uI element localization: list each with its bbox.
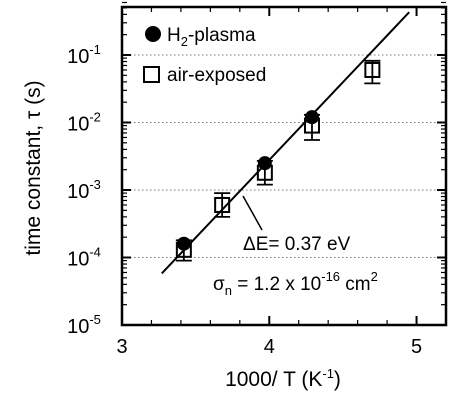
legend-label-air-exposed: air-exposed xyxy=(167,65,266,86)
x-tick-label: 3 xyxy=(116,336,127,358)
y-tick-base: 10 xyxy=(67,249,89,271)
y-tick-exponent: -2 xyxy=(89,110,101,125)
y-tick-exponent: -4 xyxy=(89,245,101,260)
y-tick-exponent: -3 xyxy=(89,177,101,192)
y-tick-label: 10-4 xyxy=(67,245,101,271)
y-axis-label: time constant, τ (s) xyxy=(22,80,45,255)
y-tick-base: 10 xyxy=(67,181,89,203)
data-point-air-exposed xyxy=(214,196,231,213)
legend-marker-h2-plasma xyxy=(145,26,161,42)
plot-frame xyxy=(120,5,448,327)
fit-line-group xyxy=(161,11,410,275)
y-tick-exponent: -5 xyxy=(89,312,101,327)
x-tick-label: 4 xyxy=(264,336,275,358)
annotation-capture-cross-section: σn = 1.2 x 10-16 cm2 xyxy=(213,269,378,298)
x-tick-label: 5 xyxy=(411,336,422,358)
data-marks xyxy=(175,59,381,262)
y-tick-base: 10 xyxy=(67,46,89,68)
fit-line xyxy=(161,11,410,275)
y-tick-base: 10 xyxy=(67,316,89,338)
data-point-air-exposed xyxy=(175,241,192,258)
y-tick-label: 10-3 xyxy=(67,177,101,203)
y-tick-label: 10-5 xyxy=(67,312,101,338)
data-point-air-exposed xyxy=(303,117,320,134)
legend: H2-plasma air-exposed xyxy=(143,25,266,86)
y-tick-exponent: -1 xyxy=(89,42,101,57)
y-tick-base: 10 xyxy=(67,114,89,136)
data-point-air-exposed xyxy=(256,164,273,181)
legend-label-h2-plasma: H2-plasma xyxy=(167,25,256,49)
axis-ticks: 10-110-210-310-410-53 4 5 xyxy=(67,1,446,358)
annotation-activation-energy: ΔE= 0.37 eV xyxy=(243,234,351,255)
y-tick-label: 10-1 xyxy=(67,42,101,68)
annotation-pointer xyxy=(242,195,263,231)
legend-marker-air-exposed xyxy=(143,66,160,83)
data-point-air-exposed xyxy=(364,61,381,78)
x-axis-label: 1000/ T (K-1) xyxy=(225,366,341,391)
y-tick-label: 10-2 xyxy=(67,110,101,136)
